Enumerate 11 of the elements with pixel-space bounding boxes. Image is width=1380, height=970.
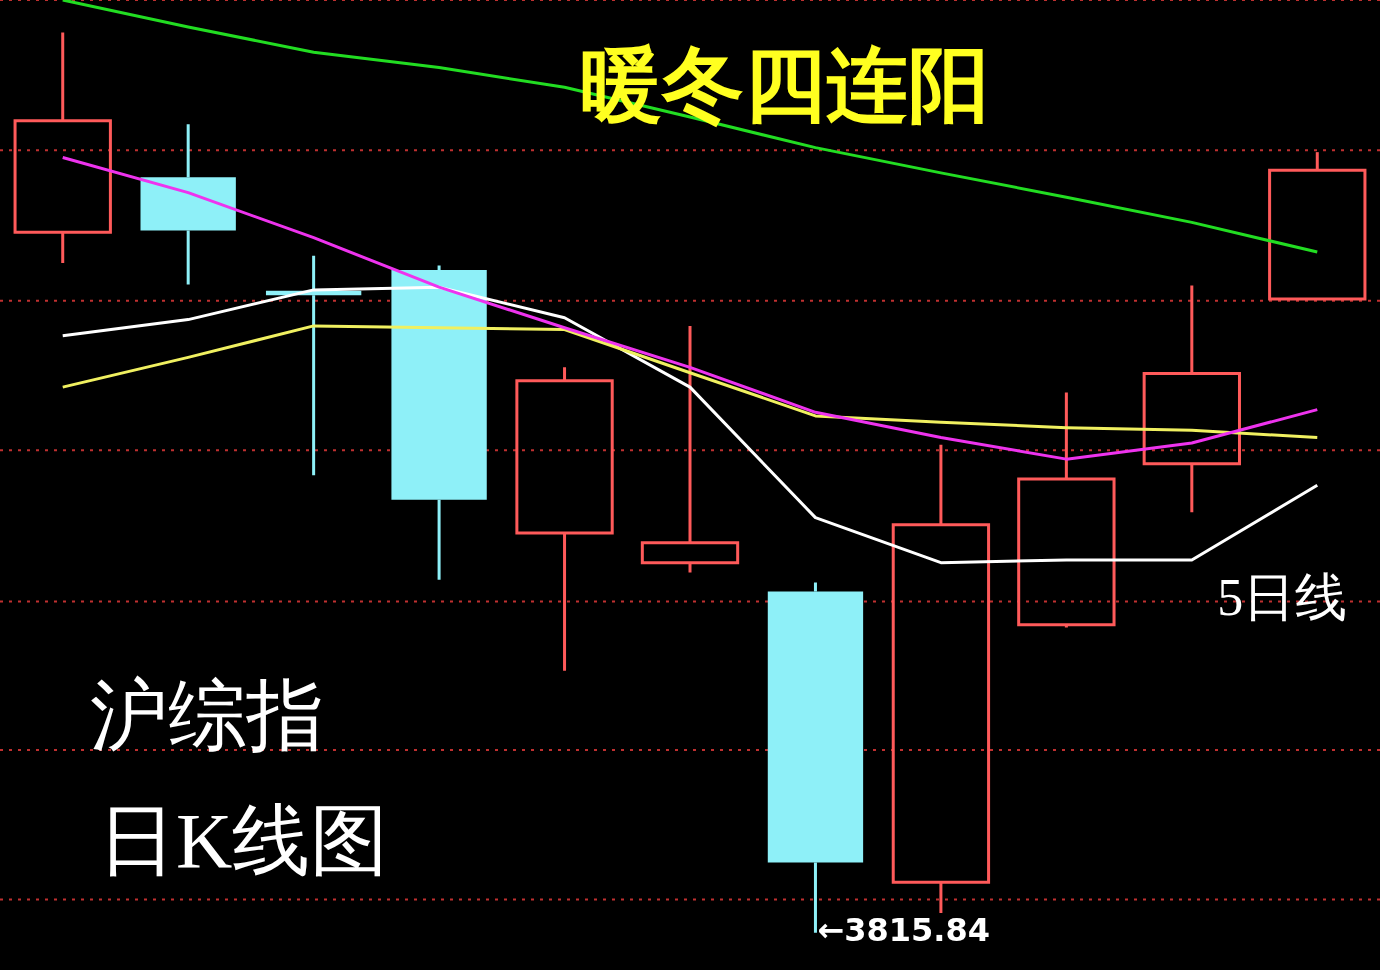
candlestick — [1142, 285, 1241, 513]
series-label: 5日线 — [1217, 568, 1348, 626]
annotation: 沪综指 — [90, 672, 324, 760]
candlestick — [515, 367, 614, 671]
candlestick — [891, 444, 991, 913]
candlestick — [1017, 392, 1116, 628]
annotation: ←3815.84 — [817, 911, 991, 949]
candlestick — [640, 325, 740, 573]
candlestick — [13, 32, 112, 263]
annotation: 日K线图 — [98, 797, 389, 885]
candlestick — [1268, 152, 1367, 301]
